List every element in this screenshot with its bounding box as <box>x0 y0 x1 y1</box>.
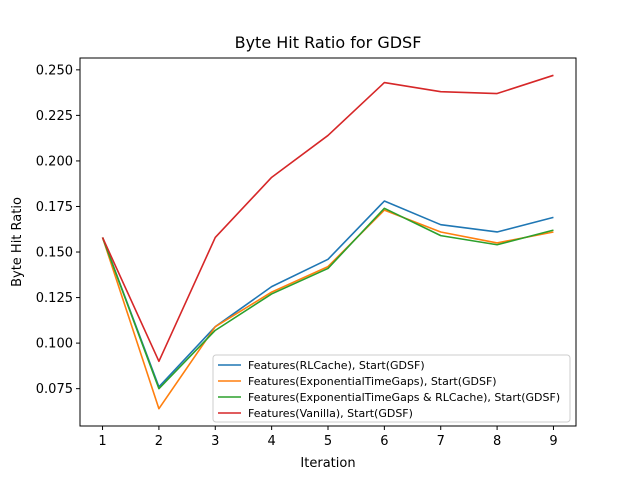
x-tick-label: 8 <box>493 434 501 449</box>
y-axis: 0.075 0.100 0.125 0.150 0.175 0.200 0.225 0.250 <box>36 63 80 397</box>
series-line-2 <box>101 209 554 410</box>
x-axis-label: Iteration <box>300 456 355 471</box>
x-tick-label: 5 <box>324 434 332 449</box>
legend-label: Features(ExponentialTimeGaps), Start(GDS… <box>248 375 497 388</box>
y-tick-label: 0.150 <box>36 246 73 261</box>
x-axis: 1 2 3 4 5 6 7 8 9 <box>98 426 558 449</box>
y-tick-label: 0.250 <box>36 63 73 78</box>
y-tick-label: 0.100 <box>36 337 73 352</box>
legend-label: Features(RLCache), Start(GDSF) <box>248 359 425 372</box>
x-tick-label: 1 <box>98 434 106 449</box>
x-tick-label: 3 <box>211 434 219 449</box>
legend-box <box>212 354 571 423</box>
legend-label: Features(ExponentialTimeGaps & RLCache),… <box>248 391 560 404</box>
y-tick-label: 0.075 <box>36 382 73 397</box>
series-line-3 <box>101 207 554 390</box>
legend-label: Features(Vanilla), Start(GDSF) <box>248 407 413 420</box>
chart-title: Byte Hit Ratio for GDSF <box>235 33 422 52</box>
x-tick-label: 2 <box>155 434 163 449</box>
y-tick-label: 0.175 <box>36 200 73 215</box>
legend: Features(RLCache), Start(GDSF) Features(E… <box>212 354 571 423</box>
x-tick-label: 9 <box>549 434 557 449</box>
x-tick-label: 7 <box>437 434 445 449</box>
x-tick-label: 6 <box>380 434 388 449</box>
y-tick-label: 0.200 <box>36 154 73 169</box>
y-tick-label: 0.125 <box>36 291 73 306</box>
x-tick-label: 4 <box>267 434 275 449</box>
series-line-1 <box>101 200 554 388</box>
series-lines <box>101 74 554 410</box>
y-tick-label: 0.225 <box>36 109 73 124</box>
y-axis-label: Byte Hit Ratio <box>10 197 25 287</box>
series-line-4 <box>101 74 554 363</box>
